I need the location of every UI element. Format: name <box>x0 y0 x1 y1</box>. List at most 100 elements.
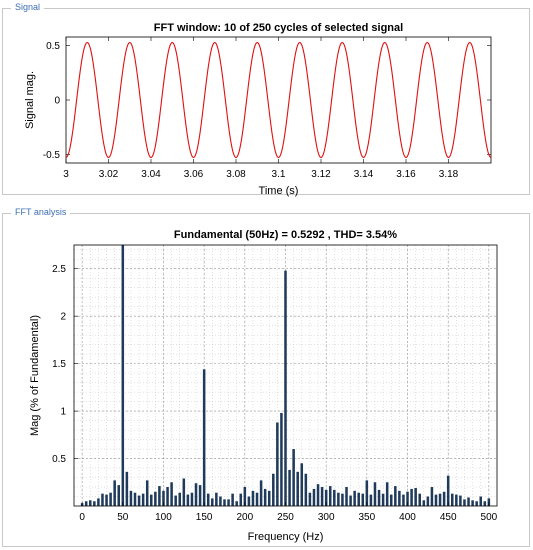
fft-bar <box>145 480 149 506</box>
fft-bar <box>125 471 129 506</box>
signal-y-tick-label: 0 <box>54 96 60 107</box>
fft-bar <box>105 494 108 506</box>
fft-bar <box>150 494 153 506</box>
fft-bar <box>202 369 206 506</box>
fft-bar <box>349 495 352 506</box>
fft-bar <box>219 496 222 506</box>
fft-bar <box>89 500 92 506</box>
fft-x-tick-label: 450 <box>440 512 457 523</box>
signal-x-tick-label: 3.14 <box>354 169 374 180</box>
fft-bar <box>259 480 263 506</box>
fft-bar <box>154 491 157 506</box>
fft-bar <box>93 501 96 506</box>
fft-chart-title: Fundamental (50Hz) = 0.5292 , THD= 3.54% <box>174 229 397 241</box>
fft-bar <box>300 463 304 506</box>
fft-bar <box>292 449 295 506</box>
fft-bar <box>483 501 487 506</box>
fft-y-tick-label: 2 <box>60 312 66 323</box>
fft-bar <box>166 487 169 506</box>
fft-bar <box>369 494 373 506</box>
signal-x-axis-label: Time (s) <box>259 185 299 197</box>
fft-bar <box>101 493 104 506</box>
signal-x-tick-label: 3.04 <box>141 169 161 180</box>
fft-y-tick-label: 0.5 <box>52 454 66 465</box>
signal-x-tick-label: 3 <box>63 169 69 180</box>
fft-y-tick-label: 2.5 <box>52 264 66 275</box>
fft-x-tick-label: 50 <box>117 512 129 523</box>
fft-bar <box>206 493 210 506</box>
signal-x-tick-label: 3.12 <box>311 169 331 180</box>
signal-x-tick-label: 3.1 <box>272 169 286 180</box>
fft-bar <box>267 490 271 506</box>
fft-bar <box>129 490 133 506</box>
fft-bar <box>434 494 438 506</box>
fft-bar <box>263 488 267 506</box>
fft-bar <box>365 480 369 506</box>
fft-bar <box>418 493 421 506</box>
fft-bar <box>162 490 165 506</box>
fft-bar <box>174 495 177 506</box>
fft-bar <box>247 496 251 506</box>
fft-bar <box>133 492 137 506</box>
fft-bar <box>235 501 238 506</box>
fft-bar <box>251 490 255 506</box>
fft-bar <box>121 245 125 506</box>
fft-x-tick-label: 150 <box>196 512 213 523</box>
signal-panel-label: Signal <box>11 2 45 12</box>
fft-bar <box>198 485 202 506</box>
fft-bar <box>223 499 226 506</box>
signal-y-tick-label: 0.5 <box>46 41 60 52</box>
signal-x-tick-label: 3.02 <box>99 169 119 180</box>
fft-bar <box>215 492 218 506</box>
fft-bar <box>239 493 243 506</box>
signal-y-axis-label: Signal mag. <box>24 71 36 129</box>
fft-bar <box>410 488 413 506</box>
fft-bar <box>227 499 230 506</box>
fft-bar <box>324 489 328 506</box>
signal-chart-title: FFT window: 10 of 250 cycles of selected… <box>154 22 403 34</box>
fft-bar <box>381 493 385 506</box>
fft-bar <box>178 492 182 506</box>
fft-bar <box>84 501 88 506</box>
fft-bar <box>137 495 141 506</box>
fft-panel-label: FFT analysis <box>11 207 71 217</box>
fft-bar <box>231 493 234 506</box>
fft-bar <box>288 469 291 506</box>
fft-bar <box>296 471 299 506</box>
fft-x-tick-label: 250 <box>277 512 294 523</box>
fft-x-axis-label: Frequency (Hz) <box>248 531 324 543</box>
fft-y-axis-label: Mag (% of Fundamental) <box>29 315 41 436</box>
fft-bar <box>406 491 409 506</box>
fft-bar <box>394 486 397 506</box>
fft-bar <box>446 475 450 506</box>
fft-x-tick-label: 300 <box>318 512 335 523</box>
fft-bar <box>377 489 381 506</box>
fft-bar <box>255 492 259 506</box>
fft-bar <box>361 493 365 506</box>
fft-bar <box>280 412 283 506</box>
fft-bar <box>451 493 454 506</box>
fft-bar <box>463 499 466 506</box>
fft-x-tick-label: 100 <box>155 512 172 523</box>
signal-y-tick-label: -0.5 <box>43 150 61 161</box>
fft-bar <box>308 492 312 506</box>
fft-bar <box>316 484 320 506</box>
fft-bar <box>467 497 470 506</box>
signal-x-tick-label: 3.16 <box>396 169 416 180</box>
fft-bar <box>475 501 478 506</box>
fft-bar <box>117 485 120 506</box>
fft-x-tick-label: 400 <box>399 512 416 523</box>
fft-bar <box>357 492 360 506</box>
fft-bar <box>398 490 401 506</box>
fft-bar <box>389 494 393 506</box>
fft-bar <box>414 487 417 506</box>
fft-bar <box>320 487 324 506</box>
fft-bar <box>109 492 112 506</box>
fft-bar <box>276 422 279 506</box>
fft-bar <box>272 473 275 506</box>
fft-bar <box>479 496 482 506</box>
fft-bar <box>459 495 462 506</box>
fft-bar <box>194 483 198 506</box>
fft-y-tick-label: 1 <box>60 407 66 418</box>
